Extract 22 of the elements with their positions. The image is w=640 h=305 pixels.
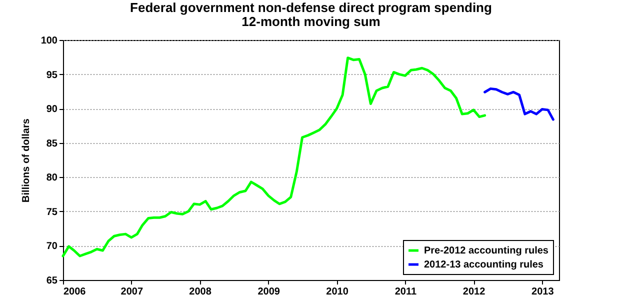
y-tick-label: 90	[46, 104, 58, 116]
chart-subtitle: 12-month moving sum	[242, 14, 380, 29]
x-tick-label: 2007	[120, 286, 144, 298]
chart-title: Federal government non-defense direct program spending	[130, 0, 492, 15]
x-tick-label: 2006	[64, 286, 86, 298]
y-tick-label: 95	[46, 70, 58, 81]
x-tick-label: 2013	[532, 286, 554, 298]
y-tick-label: 75	[46, 206, 58, 218]
y-axis-title: Billions of dollars	[20, 118, 32, 202]
y-tick-label: 70	[46, 241, 58, 252]
legend-label: Pre-2012 accounting rules	[424, 246, 549, 256]
legend-label: 2012-13 accounting rules	[424, 260, 544, 270]
y-tick-label: 100	[40, 36, 58, 46]
y-tick-label: 65	[46, 276, 58, 286]
y-tick-label: 80	[46, 172, 58, 184]
x-tick-label: 2012	[462, 286, 486, 298]
x-tick-label: 2008	[189, 286, 212, 298]
line-series	[484, 87, 554, 121]
x-tick-label: 2009	[258, 286, 280, 298]
x-tick-label: 2010	[326, 286, 349, 298]
y-tick-label: 85	[46, 138, 58, 150]
x-tick-label: 2011	[394, 286, 417, 298]
